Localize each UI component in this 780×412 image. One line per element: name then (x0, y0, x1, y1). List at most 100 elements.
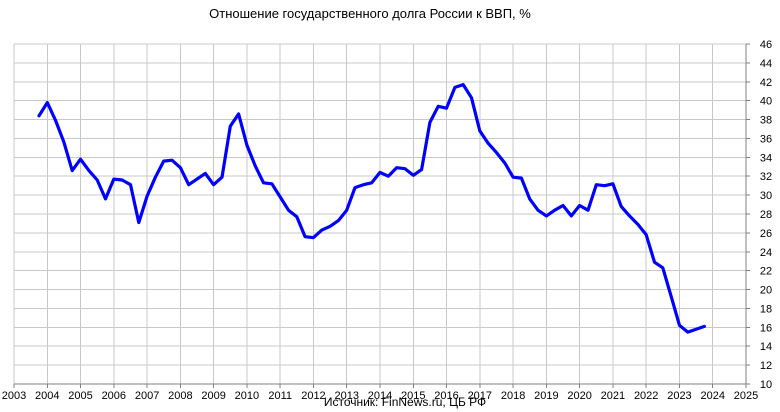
x-tick-label: 2023 (667, 390, 691, 402)
x-tick-label: 2003 (2, 390, 26, 402)
data-point (63, 141, 65, 143)
data-point (620, 205, 622, 207)
data-point (437, 105, 439, 107)
gridlines (13, 43, 747, 385)
x-tick-label: 2024 (700, 390, 724, 402)
data-point (96, 179, 98, 181)
data-point (420, 168, 422, 170)
data-point (88, 169, 90, 171)
data-point (129, 184, 131, 186)
y-tick-label: 38 (760, 115, 772, 127)
data-point (262, 182, 264, 184)
data-point (304, 236, 306, 238)
x-tick-label: 2025 (734, 390, 758, 402)
x-tick-label: 2010 (235, 390, 259, 402)
y-tick-label: 22 (760, 266, 772, 278)
data-point (637, 223, 639, 225)
data-point (221, 176, 223, 178)
x-tick-label: 2015 (401, 390, 425, 402)
data-point (371, 182, 373, 184)
x-tick-label: 2004 (35, 390, 59, 402)
data-point (429, 121, 431, 123)
data-point (520, 177, 522, 179)
data-point (412, 174, 414, 176)
x-tick-label: 2005 (68, 390, 92, 402)
data-point (587, 209, 589, 211)
data-point (237, 113, 239, 115)
data-point (479, 130, 481, 132)
y-tick-label: 42 (760, 77, 772, 89)
y-tick-label: 32 (760, 171, 772, 183)
data-point (395, 167, 397, 169)
data-point (54, 119, 56, 121)
data-point (321, 229, 323, 231)
data-point (645, 234, 647, 236)
y-tick-label: 24 (760, 247, 772, 259)
data-point (38, 115, 40, 117)
data-point (562, 204, 564, 206)
data-point (603, 185, 605, 187)
y-tick-label: 18 (760, 303, 772, 315)
data-point (570, 215, 572, 217)
data-point (545, 215, 547, 217)
data-point (445, 107, 447, 109)
data-point (254, 165, 256, 167)
data-point (670, 295, 672, 297)
x-tick-label: 2013 (334, 390, 358, 402)
x-tick-label: 2018 (501, 390, 525, 402)
x-axis-tick-labels: 2003 2004 2005 2006 2007 2008 2009 2010 2011 2012… (2, 390, 758, 402)
data-point (470, 97, 472, 99)
data-point (504, 162, 506, 164)
y-tick-label: 28 (760, 209, 772, 221)
data-point (628, 215, 630, 217)
y-tick-label: 12 (760, 360, 772, 372)
data-point (287, 209, 289, 211)
x-tick-label: 2008 (168, 390, 192, 402)
data-point (179, 167, 181, 169)
data-point (188, 184, 190, 186)
data-point (487, 142, 489, 144)
x-tick-label: 2011 (268, 390, 292, 402)
data-point (578, 204, 580, 206)
data-point (462, 83, 464, 85)
data-point (71, 169, 73, 171)
data-point (329, 225, 331, 227)
data-point (595, 184, 597, 186)
data-point (404, 168, 406, 170)
data-point (204, 172, 206, 174)
y-axis-tick-labels: 10 12 14 16 18 20 22 24 26 28 30 32 34 36 38 40 42 44 46 (760, 39, 772, 391)
y-tick-label: 44 (760, 58, 772, 70)
data-point (354, 186, 356, 188)
data-point (212, 184, 214, 186)
data-point (529, 198, 531, 200)
data-point (246, 144, 248, 146)
data-point (138, 221, 140, 223)
data-point (196, 178, 198, 180)
chart-source: Источник: FinNews.ru, ЦБ РФ (324, 395, 486, 409)
series-line (37, 82, 707, 334)
x-tick-label: 2020 (567, 390, 591, 402)
data-point (695, 328, 697, 330)
data-point (271, 183, 273, 185)
data-point (653, 261, 655, 263)
data-point (687, 331, 689, 333)
x-tick-label: 2021 (601, 390, 625, 402)
data-point (146, 195, 148, 197)
data-point (612, 183, 614, 185)
y-tick-label: 14 (760, 341, 772, 353)
data-point (121, 179, 123, 181)
data-point (79, 158, 81, 160)
data-point (154, 176, 156, 178)
x-tick-label: 2014 (368, 390, 392, 402)
data-point (171, 159, 173, 161)
y-tick-label: 34 (760, 152, 772, 164)
data-point (312, 236, 314, 238)
data-point (662, 267, 664, 269)
x-tick-label: 2012 (301, 390, 325, 402)
x-tick-label: 2006 (102, 390, 126, 402)
data-point (229, 125, 231, 127)
data-point (379, 171, 381, 173)
y-tick-label: 16 (760, 322, 772, 334)
data-point (296, 216, 298, 218)
